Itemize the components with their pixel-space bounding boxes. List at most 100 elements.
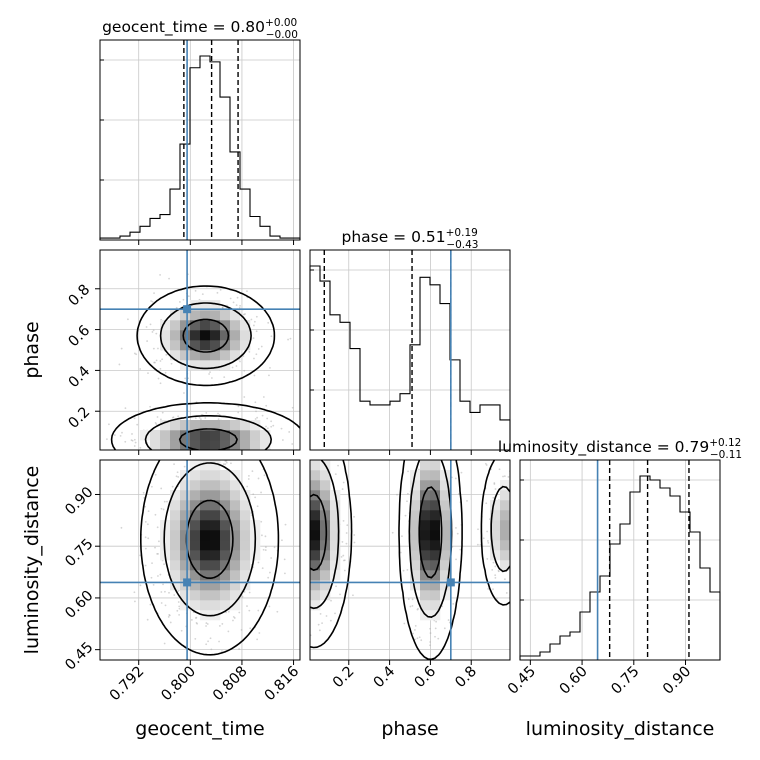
sample-point	[224, 460, 227, 462]
sample-point	[157, 575, 159, 577]
sample-point	[160, 591, 163, 593]
sample-point	[406, 492, 409, 495]
sample-point	[305, 452, 307, 454]
sample-point	[341, 541, 344, 543]
density-cell	[310, 550, 321, 561]
tick-label-x-geocent_time: 0.800	[158, 664, 199, 705]
density-cell	[410, 560, 421, 571]
sample-point	[318, 675, 320, 677]
tick-label-x-luminosity_distance: 0.75	[608, 664, 642, 698]
sample-point	[429, 641, 432, 643]
sample-point	[213, 452, 215, 454]
sample-point	[276, 610, 279, 613]
density-cell	[170, 320, 181, 331]
sample-point	[246, 290, 248, 293]
sample-point	[146, 618, 149, 621]
sample-point	[435, 620, 438, 623]
density-cell	[180, 310, 191, 321]
sample-point	[175, 306, 178, 309]
density-cell	[180, 570, 191, 581]
density-cell	[250, 430, 261, 441]
density-cell	[310, 560, 321, 571]
sample-point	[334, 473, 337, 476]
sample-point	[252, 337, 255, 340]
sample-point	[330, 599, 332, 602]
sample-point	[160, 487, 163, 490]
axis-label-x-phase: phase	[381, 718, 438, 740]
density-cell	[420, 580, 431, 591]
density-cell	[190, 580, 201, 591]
sample-point	[353, 515, 355, 518]
sample-point	[206, 623, 209, 625]
sample-point	[290, 539, 292, 541]
sample-point	[438, 452, 440, 454]
density-cell	[430, 480, 441, 491]
sample-point	[217, 452, 219, 454]
sample-point	[345, 542, 348, 545]
sample-point	[182, 298, 185, 301]
sample-point	[221, 623, 224, 625]
density-cell	[220, 420, 231, 431]
density-cell	[260, 430, 271, 441]
sample-point	[429, 644, 431, 647]
sample-point	[260, 345, 263, 348]
sample-point	[156, 526, 159, 529]
density-cell	[490, 510, 501, 521]
sample-point	[426, 425, 428, 427]
density-cell	[220, 510, 231, 521]
title-phase: phase = 0.51+0.19 −0.43	[341, 227, 478, 251]
sample-point	[163, 563, 165, 566]
sample-point	[284, 551, 286, 553]
sample-point	[243, 590, 246, 593]
density-cell	[320, 490, 331, 501]
sample-point	[254, 418, 257, 420]
sample-point	[264, 546, 267, 548]
sample-point	[113, 434, 116, 436]
density-cell	[220, 530, 231, 541]
sample-point	[452, 602, 455, 605]
sample-point	[240, 629, 243, 631]
panel-frame-geocent_time|luminosity_distance	[99, 459, 301, 661]
sample-point	[342, 554, 345, 557]
sample-point	[164, 604, 167, 607]
sample-point	[307, 509, 309, 511]
sample-point	[460, 471, 463, 474]
sample-point	[438, 446, 440, 448]
density-cell	[500, 560, 511, 571]
density-cell	[180, 500, 191, 511]
density-cell	[210, 310, 221, 321]
sample-point	[164, 371, 167, 374]
density-cell	[410, 510, 421, 521]
density-cell	[410, 500, 421, 511]
sample-point	[169, 621, 172, 624]
density-cell	[430, 560, 441, 571]
density-cell	[190, 300, 201, 311]
sample-point	[332, 455, 334, 457]
sample-point	[284, 523, 287, 526]
sample-point	[498, 468, 501, 471]
sample-point	[298, 497, 300, 499]
sample-point	[152, 347, 155, 350]
sample-point	[119, 434, 122, 437]
sample-point	[407, 598, 410, 601]
sample-point	[438, 453, 440, 455]
density-cell	[410, 570, 421, 581]
density-cell	[240, 440, 251, 451]
sample-point	[307, 500, 309, 502]
sample-point	[304, 526, 306, 528]
sample-point	[434, 627, 437, 630]
density-cell	[430, 460, 441, 471]
sample-point	[256, 416, 259, 419]
sample-point	[231, 464, 233, 466]
density-cell	[200, 590, 211, 601]
density-cell	[220, 490, 231, 501]
sample-point	[337, 464, 339, 467]
sample-point	[257, 462, 259, 464]
density-cell	[430, 530, 441, 541]
density-cell	[500, 540, 511, 551]
density-cell	[200, 310, 211, 321]
sample-point	[307, 467, 309, 469]
sample-point	[280, 427, 283, 430]
sample-point	[485, 502, 488, 505]
density-cell	[410, 520, 421, 531]
